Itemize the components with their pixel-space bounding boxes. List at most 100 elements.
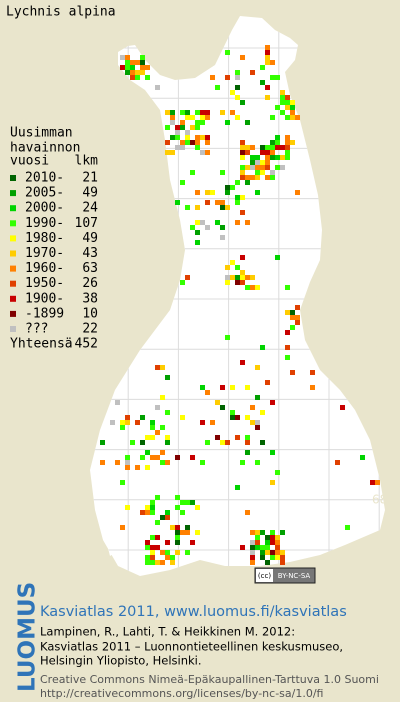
- observation-square: [140, 70, 145, 75]
- legend-col-year: vuosi: [10, 154, 49, 169]
- observation-square: [185, 135, 190, 140]
- observation-square: [235, 220, 240, 225]
- observation-square: [205, 115, 210, 120]
- observation-square: [180, 125, 185, 130]
- observation-square: [150, 420, 155, 425]
- observation-square: [160, 365, 165, 370]
- observation-square: [220, 440, 225, 445]
- observation-square: [160, 515, 165, 520]
- observation-square: [295, 305, 300, 310]
- observation-square: [245, 510, 250, 515]
- legend-swatch: [10, 310, 16, 317]
- observation-square: [225, 75, 230, 80]
- observation-square: [125, 420, 130, 425]
- observation-square: [230, 110, 235, 115]
- observation-square: [280, 110, 285, 115]
- observation-square: [140, 510, 145, 515]
- observation-square: [235, 180, 240, 185]
- observation-square: [200, 220, 205, 225]
- observation-square: [185, 140, 190, 145]
- observation-square: [160, 450, 165, 455]
- observation-square: [115, 400, 120, 405]
- observation-square: [245, 180, 250, 185]
- observation-square: [145, 510, 150, 515]
- observation-square: [290, 110, 295, 115]
- observation-square: [270, 170, 275, 175]
- atlas-title: Kasviatlas 2011, www.luomus.fi/kasviatla…: [40, 604, 347, 620]
- observation-square: [145, 75, 150, 80]
- legend-swatch: [10, 250, 16, 257]
- observation-square: [225, 335, 230, 340]
- observation-square: [245, 415, 250, 420]
- observation-square: [125, 505, 130, 510]
- observation-square: [285, 140, 290, 145]
- observation-square: [155, 430, 160, 435]
- observation-square: [255, 285, 260, 290]
- observation-square: [290, 310, 295, 315]
- observation-square: [200, 460, 205, 465]
- observation-square: [155, 560, 160, 565]
- observation-square: [185, 275, 190, 280]
- observation-square: [245, 440, 250, 445]
- observation-square: [225, 185, 230, 190]
- observation-square: [290, 370, 295, 375]
- observation-square: [140, 60, 145, 65]
- observation-square: [250, 530, 255, 535]
- observation-square: [260, 550, 265, 555]
- observation-square: [270, 115, 275, 120]
- observation-square: [140, 455, 145, 460]
- observation-square: [150, 505, 155, 510]
- observation-square: [185, 205, 190, 210]
- observation-square: [190, 225, 195, 230]
- observation-square: [100, 460, 105, 465]
- observation-square: [200, 420, 205, 425]
- x-coordinate-label: 310: [67, 584, 90, 598]
- observation-square: [240, 100, 245, 105]
- observation-square: [165, 440, 170, 445]
- observation-square: [220, 170, 225, 175]
- observation-square: [155, 495, 160, 500]
- observation-square: [295, 115, 300, 120]
- observation-square: [265, 150, 270, 155]
- legend-swatch: [10, 235, 16, 242]
- observation-square: [120, 65, 125, 70]
- observation-square: [225, 280, 230, 285]
- observation-square: [240, 175, 245, 180]
- observation-square: [180, 110, 185, 115]
- observation-square: [250, 555, 255, 560]
- observation-square: [125, 460, 130, 465]
- legend-heading: Uusimman: [10, 126, 73, 141]
- observation-square: [345, 525, 350, 530]
- legend: Uusimman havainnon vuosi lkm 2010- 21 2005…: [10, 126, 98, 352]
- observation-square: [285, 105, 290, 110]
- observation-square: [200, 385, 205, 390]
- observation-square: [285, 95, 290, 100]
- observation-square: [155, 545, 160, 550]
- observation-square: [270, 550, 275, 555]
- observation-square: [205, 440, 210, 445]
- observation-square: [195, 205, 200, 210]
- legend-total: 452: [75, 337, 98, 352]
- observation-square: [240, 165, 245, 170]
- observation-square: [260, 160, 265, 165]
- observation-square: [130, 65, 135, 70]
- legend-label: 1950-: [25, 276, 64, 291]
- observation-square: [255, 155, 260, 160]
- observation-square: [245, 175, 250, 180]
- observation-square: [160, 395, 165, 400]
- observation-square: [185, 525, 190, 530]
- observation-square: [255, 535, 260, 540]
- observation-square: [120, 55, 125, 60]
- legend-label: 1900-: [25, 291, 64, 306]
- observation-square: [255, 395, 260, 400]
- observation-square: [175, 530, 180, 535]
- badge-cc-box: [256, 569, 273, 582]
- observation-square: [230, 275, 235, 280]
- finland-outline: [90, 16, 385, 576]
- observation-square: [145, 555, 150, 560]
- observation-square: [235, 115, 240, 120]
- legend-heading: havainnon: [10, 141, 80, 156]
- observation-square: [250, 165, 255, 170]
- species-title: Lychnis alpina: [6, 5, 116, 20]
- observation-square: [265, 95, 270, 100]
